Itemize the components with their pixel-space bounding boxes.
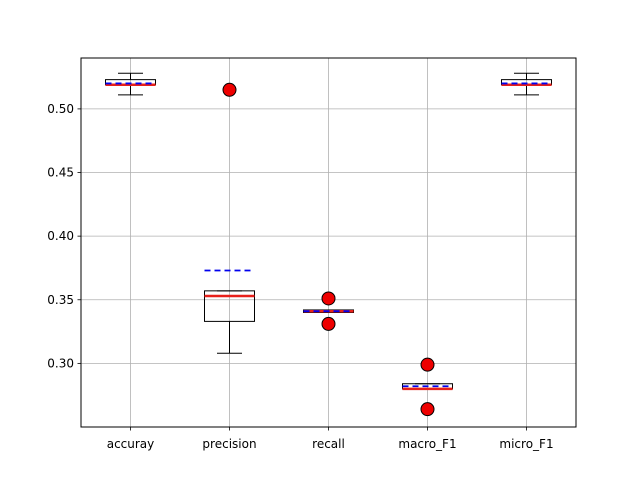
axis-layer: 0.30 0.35 0.40 0.45 0.50 accuray precision reca…	[47, 102, 553, 451]
y-tick-label: 0.30	[47, 356, 74, 370]
outlier-point	[321, 291, 336, 306]
box-body	[204, 290, 255, 322]
grid-layer	[81, 58, 576, 427]
box-layer	[105, 72, 552, 417]
y-tick-label: 0.50	[47, 102, 74, 116]
outlier-point	[420, 402, 435, 417]
y-tick-label: 0.35	[47, 293, 74, 307]
box-recall	[303, 291, 354, 331]
box-macro_F1	[402, 357, 453, 417]
x-tick-label: macro_F1	[398, 437, 456, 451]
box-micro_F1	[501, 72, 552, 96]
x-tick-label: recall	[312, 437, 345, 451]
x-tick-label: precision	[202, 437, 256, 451]
y-tick-label: 0.40	[47, 229, 74, 243]
x-tick-label: accuray	[107, 437, 155, 451]
outlier-point	[321, 316, 336, 331]
box-precision	[204, 82, 255, 354]
x-tick-label: micro_F1	[499, 437, 553, 451]
outlier-point	[420, 357, 435, 372]
box-accuray	[105, 72, 156, 96]
outlier-point	[222, 82, 237, 97]
y-tick-label: 0.45	[47, 166, 74, 180]
